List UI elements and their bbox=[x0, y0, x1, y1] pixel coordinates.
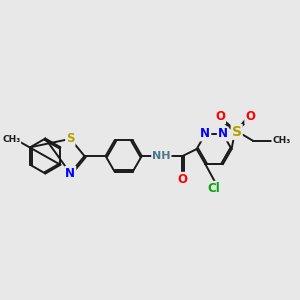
Text: N: N bbox=[65, 167, 75, 180]
Text: O: O bbox=[178, 173, 188, 186]
Text: S: S bbox=[66, 132, 75, 145]
Text: CH₃: CH₃ bbox=[2, 135, 20, 144]
Text: O: O bbox=[215, 110, 225, 123]
Text: S: S bbox=[232, 125, 242, 139]
Text: Cl: Cl bbox=[208, 182, 220, 195]
Text: CH₃: CH₃ bbox=[272, 136, 290, 146]
Text: NH: NH bbox=[152, 151, 171, 161]
Text: O: O bbox=[245, 110, 255, 123]
Text: N: N bbox=[218, 128, 228, 140]
Text: N: N bbox=[200, 128, 210, 140]
